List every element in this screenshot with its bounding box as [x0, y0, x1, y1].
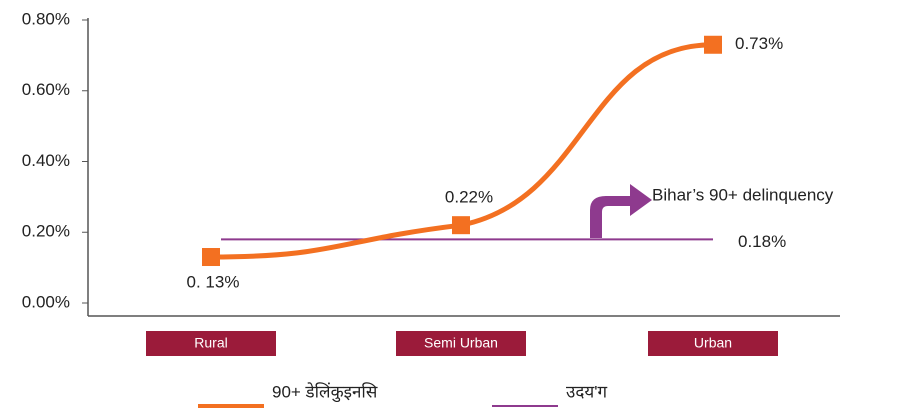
- data-label: 0. 13%: [187, 272, 240, 291]
- marker: [704, 35, 722, 54]
- annotation: Bihar’s 90+ delinquency: [652, 185, 834, 204]
- category-box: [146, 331, 276, 356]
- x-tick-label: Urban: [694, 335, 732, 351]
- category-box: [648, 331, 778, 356]
- data-label: 0.22%: [445, 188, 493, 207]
- x-tick-label: Rural: [194, 335, 227, 351]
- legend-label: 90+ डेलिंकुइनसि: [272, 381, 378, 402]
- annotation-arrow: [590, 184, 652, 238]
- data-label: 0.18%: [738, 232, 786, 251]
- y-tick-label: 0.60%: [22, 80, 70, 99]
- category-box: [396, 331, 526, 356]
- y-tick-label: 0.40%: [22, 151, 70, 170]
- marker: [452, 216, 470, 235]
- y-tick-label: 0.00%: [22, 292, 70, 311]
- legend-label: उदय'ग: [566, 382, 607, 401]
- data-label: 0.73%: [735, 34, 783, 53]
- line: [208, 42, 716, 260]
- y-tick-label: 0.20%: [22, 222, 70, 241]
- y-tick-label: 0.80%: [22, 9, 70, 28]
- x-tick-label: Semi Urban: [424, 335, 498, 351]
- marker: [202, 248, 220, 267]
